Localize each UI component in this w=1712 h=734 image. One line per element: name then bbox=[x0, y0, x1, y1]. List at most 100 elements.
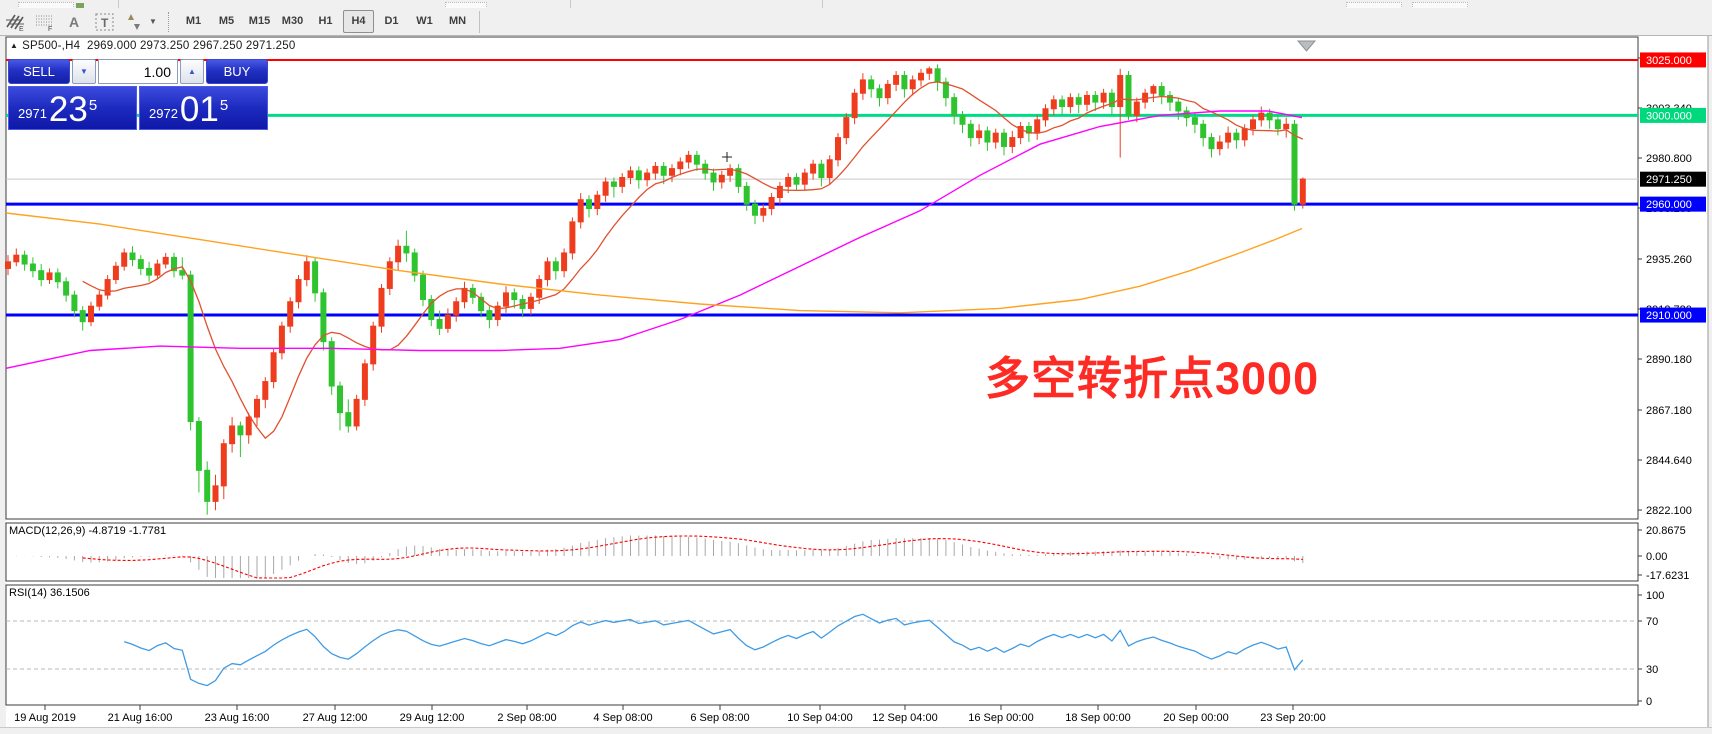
rsi-scale-label: 30 bbox=[1646, 664, 1658, 676]
candle-body bbox=[561, 252, 568, 272]
price-badge-label: 2960.000 bbox=[1646, 199, 1692, 211]
volume-increase-button[interactable]: ▲ bbox=[180, 59, 204, 84]
price-badge bbox=[1640, 52, 1706, 68]
timeframe-w1[interactable]: W1 bbox=[416, 15, 433, 27]
candle-body bbox=[29, 263, 36, 272]
timeframe-m15[interactable]: M15 bbox=[248, 15, 271, 27]
time-tick-label: 29 Aug 12:00 bbox=[400, 712, 465, 724]
candle-body bbox=[104, 279, 111, 296]
price-badge bbox=[1640, 307, 1706, 323]
candle-body bbox=[254, 398, 260, 418]
price-badge-label: 2910.000 bbox=[1646, 310, 1692, 322]
candle-body bbox=[1274, 119, 1281, 130]
candle-body bbox=[594, 194, 601, 210]
candle-body bbox=[951, 97, 958, 116]
candle-body bbox=[884, 83, 891, 99]
candle-body bbox=[270, 352, 277, 383]
buy-button[interactable]: BUY bbox=[206, 59, 268, 84]
candle-body bbox=[1067, 97, 1074, 108]
price-badge bbox=[1640, 196, 1706, 212]
timeframe-m5[interactable]: M5 bbox=[218, 15, 235, 27]
candle-body bbox=[204, 469, 211, 502]
data-window-icon[interactable]: F bbox=[30, 11, 60, 33]
candle-body bbox=[137, 259, 144, 269]
timeframe-m30[interactable]: M30 bbox=[281, 15, 304, 27]
candle-body bbox=[278, 325, 285, 354]
symbol-header: ▲ SP500-,H4 2969.000 2973.250 2967.250 29… bbox=[10, 40, 295, 52]
candle-body bbox=[345, 412, 352, 427]
candle-body bbox=[1299, 178, 1306, 205]
volume-input[interactable] bbox=[98, 59, 178, 84]
candle-body bbox=[287, 301, 294, 327]
candle-body bbox=[669, 168, 675, 176]
text-label-icon[interactable]: A bbox=[60, 11, 90, 33]
macd-scale-label: -17.6231 bbox=[1646, 570, 1689, 582]
candle-body bbox=[112, 265, 119, 281]
candle-body bbox=[436, 318, 443, 329]
candle-body bbox=[370, 325, 377, 365]
candle-body bbox=[154, 263, 161, 276]
symbol-name: SP500-,H4 bbox=[22, 40, 81, 52]
price-tick-label: 2867.180 bbox=[1646, 405, 1692, 417]
candle-body bbox=[1034, 119, 1041, 134]
candle-body bbox=[685, 154, 692, 163]
candle-body bbox=[893, 74, 900, 85]
candle-body bbox=[918, 72, 924, 81]
candle-body bbox=[768, 196, 775, 210]
svg-text:F: F bbox=[48, 26, 52, 32]
candle-body bbox=[386, 261, 393, 289]
timeframe-h1[interactable]: H1 bbox=[318, 15, 333, 27]
text-box-icon[interactable]: T bbox=[90, 11, 120, 33]
candle-body bbox=[395, 245, 402, 263]
timeframe-d1[interactable]: D1 bbox=[384, 15, 399, 27]
candle-body bbox=[644, 172, 651, 181]
sell-price-box[interactable]: 2971 23 5 bbox=[8, 86, 137, 130]
candle-body bbox=[38, 270, 45, 281]
rsi-scale-label: 100 bbox=[1646, 590, 1664, 602]
candle-body bbox=[1250, 119, 1256, 130]
candle-body bbox=[478, 296, 485, 312]
candle-body bbox=[195, 421, 202, 471]
clipped-button bbox=[445, 2, 487, 9]
candle-body bbox=[63, 281, 70, 296]
candle-body bbox=[793, 177, 800, 185]
candle-body bbox=[1175, 101, 1182, 112]
candle-body bbox=[237, 425, 244, 436]
rsi-line bbox=[123, 613, 1304, 687]
timeframe-m1[interactable]: M1 bbox=[185, 15, 202, 27]
candle-body bbox=[967, 123, 974, 139]
candle-body bbox=[1100, 92, 1107, 103]
collapse-icon[interactable]: ▲ bbox=[10, 41, 19, 50]
candle-body bbox=[876, 88, 883, 99]
rsi-scale-label: 70 bbox=[1646, 616, 1658, 628]
indicators-hatch-icon[interactable]: E bbox=[0, 11, 30, 33]
time-tick-label: 23 Sep 20:00 bbox=[1260, 712, 1325, 724]
chart-canvas[interactable]: 3025.8803003.3402980.8002958.2602935.260… bbox=[0, 36, 1712, 733]
candle-body bbox=[353, 398, 360, 427]
main-pane-frame bbox=[5, 36, 1639, 520]
chart-window: 3025.8803003.3402980.8002958.2602935.260… bbox=[0, 36, 1712, 727]
timeframe-mn[interactable]: MN bbox=[448, 15, 467, 27]
candle-body bbox=[868, 79, 875, 90]
timeframe-h4[interactable]: H4 bbox=[343, 10, 374, 33]
sell-button[interactable]: SELL bbox=[8, 59, 70, 84]
candle-body bbox=[586, 199, 592, 210]
svg-text:E: E bbox=[19, 26, 24, 32]
dropdown-caret-icon[interactable]: ▼ bbox=[149, 17, 157, 26]
arrange-objects-icon[interactable] bbox=[120, 11, 150, 33]
buy-price-big: 01 bbox=[179, 90, 219, 129]
buy-price-pip: 5 bbox=[219, 97, 229, 114]
toolbar-separator bbox=[168, 11, 174, 32]
candle-body bbox=[1233, 132, 1240, 141]
candle-body bbox=[79, 310, 86, 323]
candle-body bbox=[1017, 125, 1024, 139]
candle-body bbox=[361, 363, 368, 400]
buy-price-prefix: 2972 bbox=[149, 106, 178, 121]
time-tick-label: 20 Sep 00:00 bbox=[1163, 712, 1228, 724]
candle-body bbox=[1258, 112, 1265, 121]
buy-price-box[interactable]: 2972 01 5 bbox=[139, 86, 268, 130]
rsi-pane-frame bbox=[5, 584, 1639, 706]
volume-decrease-button[interactable]: ▼ bbox=[72, 59, 96, 84]
one-click-order-panel: SELL ▼ ▲ BUY 2971 23 5 2972 01 5 bbox=[8, 59, 268, 130]
candle-body bbox=[1001, 132, 1007, 147]
